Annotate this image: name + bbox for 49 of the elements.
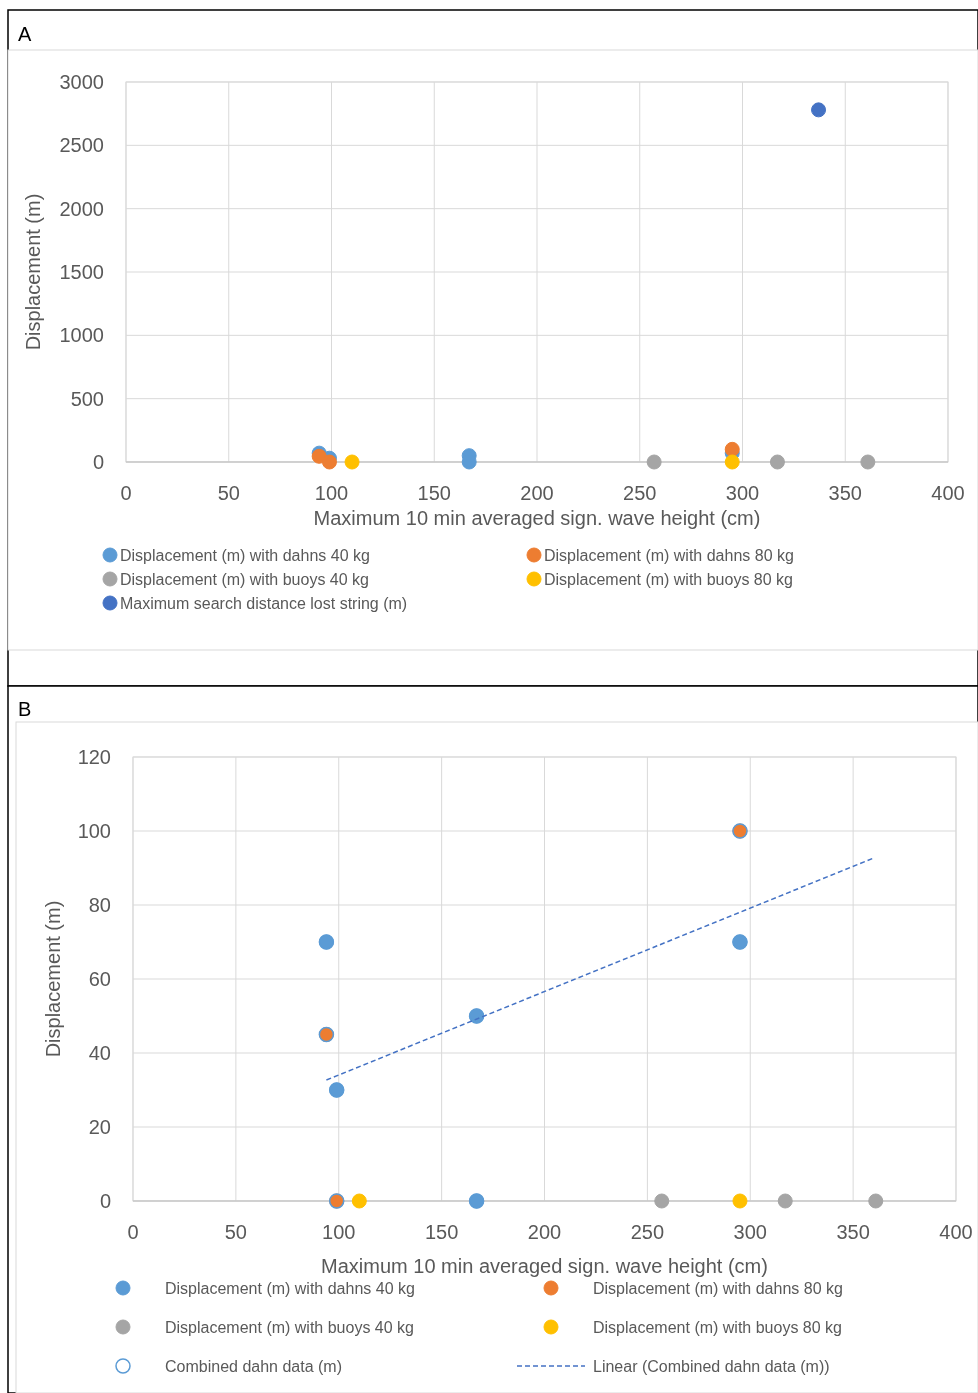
- chart-title: A: [18, 23, 32, 45]
- y-tick-label: 60: [88, 968, 111, 990]
- legend-label: Maximum search distance lost string (m): [120, 595, 408, 612]
- x-tick-label: 100: [314, 482, 349, 504]
- y-tick-label: 1000: [59, 324, 104, 347]
- y-tick-label: 500: [70, 387, 104, 410]
- x-tick-label: 250: [630, 1221, 665, 1243]
- x-tick-label: 350: [836, 1221, 870, 1243]
- y-tick-label: 2500: [59, 134, 104, 157]
- legend-label: Combined dahn data (m): [165, 1358, 342, 1375]
- x-tick-label: 400: [939, 1221, 973, 1243]
- legend-label: Linear (Combined dahn data (m)): [593, 1358, 830, 1375]
- y-tick-label: 100: [77, 820, 111, 842]
- x-tick-label: 150: [424, 1221, 459, 1243]
- y-tick-label: 1500: [59, 261, 104, 283]
- y-tick-label: 40: [88, 1042, 111, 1064]
- chart-title: B: [18, 698, 32, 720]
- legend-label: Displacement (m) with dahns 40 kg: [120, 547, 370, 564]
- x-tick-label: 0: [127, 1221, 139, 1243]
- y-tick-label: 20: [88, 1116, 111, 1138]
- x-tick-label: 250: [623, 482, 657, 504]
- x-tick-label: 200: [527, 1221, 562, 1243]
- y-tick-label: 3000: [59, 71, 104, 93]
- x-tick-label: 200: [520, 482, 554, 504]
- x-tick-label: 50: [217, 482, 240, 504]
- y-tick-label: 0: [99, 1190, 111, 1212]
- y-axis-title: Displacement (m): [42, 900, 64, 1058]
- x-axis-title: Maximum 10 min averaged sign. wave height (cm): [321, 1255, 768, 1277]
- legend-label: Displacement (m) with dahns 40 kg: [165, 1280, 415, 1297]
- legend-label: Displacement (m) with buoys 80 kg: [544, 571, 793, 588]
- y-tick-label: 80: [88, 894, 111, 916]
- x-tick-label: 400: [931, 482, 965, 504]
- legend-label: Displacement (m) with dahns 80 kg: [544, 547, 794, 564]
- x-tick-label: 150: [417, 482, 451, 504]
- x-tick-label: 0: [120, 482, 132, 504]
- y-axis-title: Displacement (m): [22, 193, 44, 351]
- x-axis-title: Maximum 10 min averaged sign. wave height (cm): [313, 507, 761, 529]
- x-tick-label: 100: [322, 1221, 356, 1243]
- legend-label: Displacement (m) with buoys 80 kg: [593, 1319, 842, 1336]
- y-tick-label: 120: [77, 746, 111, 768]
- x-tick-label: 50: [224, 1221, 247, 1243]
- legend-label: Displacement (m) with buoys 40 kg: [120, 571, 369, 588]
- x-tick-label: 300: [725, 482, 760, 504]
- x-tick-label: 350: [828, 482, 862, 504]
- x-tick-label: 300: [733, 1221, 767, 1243]
- y-tick-label: 0: [92, 451, 104, 473]
- y-tick-label: 2000: [59, 197, 104, 220]
- legend-label: Displacement (m) with buoys 40 kg: [165, 1319, 414, 1336]
- legend-label: Displacement (m) with dahns 80 kg: [593, 1280, 843, 1297]
